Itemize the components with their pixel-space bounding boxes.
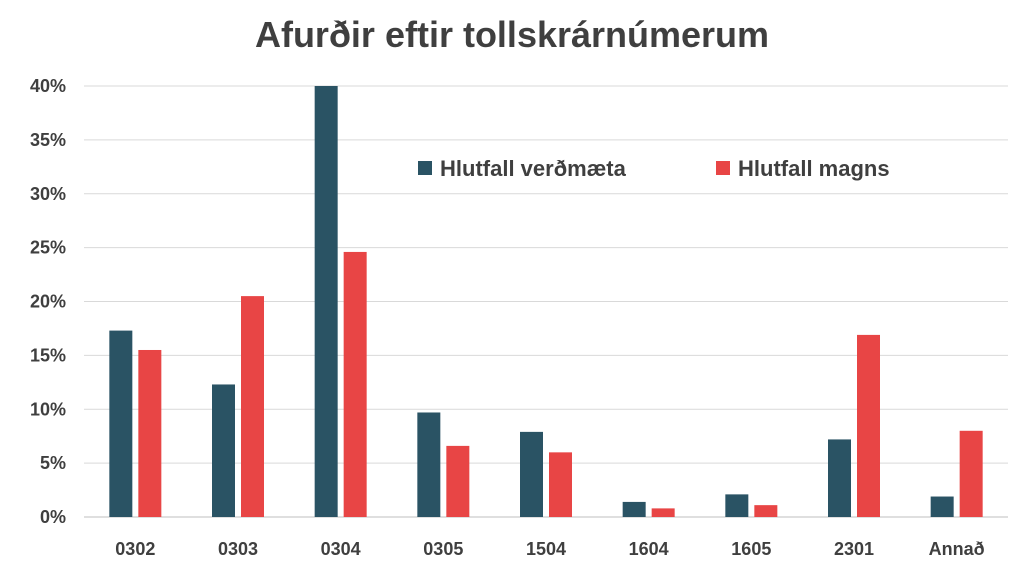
bars [109,86,983,517]
x-tick-label: 1605 [731,539,771,559]
bar-value-share [930,496,954,517]
bar-value-share [520,431,543,517]
legend-swatch [418,161,432,175]
bar-volume-share [138,349,162,517]
x-tick-label: 0304 [321,539,361,559]
x-tick-label: 0303 [218,539,258,559]
bar-volume-share [857,334,880,517]
y-tick-label: 0% [40,507,66,527]
bar-value-share [828,439,851,517]
y-tick-label: 20% [30,292,66,312]
legend: Hlutfall verðmæta Hlutfall magns [418,156,890,181]
x-tick-label: 1504 [526,539,566,559]
legend-label: Hlutfall verðmæta [440,156,627,181]
bar-volume-share [651,508,675,517]
bar-value-share [725,494,749,517]
y-tick-label: 25% [30,238,66,258]
bar-value-share [109,330,133,517]
y-tick-label: 40% [30,76,66,96]
y-tick-label: 5% [40,453,66,473]
bar-volume-share [446,445,470,517]
chart-title: Afurðir eftir tollskrárnúmerum [254,14,770,55]
y-tick-label: 10% [30,399,66,419]
bar-value-share [212,384,235,517]
bar-volume-share [343,251,367,517]
x-tick-label: 1604 [629,539,669,559]
gridlines [84,85,1008,518]
y-axis: 0% 5% 10% 15% 20% 25% 30% 35% 40% [30,76,66,527]
legend-swatch [716,161,730,175]
bar-volume-share [754,505,778,517]
x-tick-label: 0305 [423,539,463,559]
y-tick-label: 35% [30,130,66,150]
legend-label: Hlutfall magns [738,156,890,181]
x-tick-label: Annað [929,539,985,559]
bar-volume-share [241,296,264,517]
y-tick-label: 15% [30,345,66,365]
bar-value-share [622,501,646,517]
x-axis: 0302 0303 0304 0305 1504 1604 1605 2301 Annað [115,539,984,559]
bar-volume-share [549,452,572,517]
x-tick-label: 2301 [834,539,874,559]
x-tick-label: 0302 [115,539,155,559]
bar-volume-share [959,430,983,517]
bar-value-share [314,86,338,517]
y-tick-label: 30% [30,184,66,204]
bar-value-share [417,412,441,517]
